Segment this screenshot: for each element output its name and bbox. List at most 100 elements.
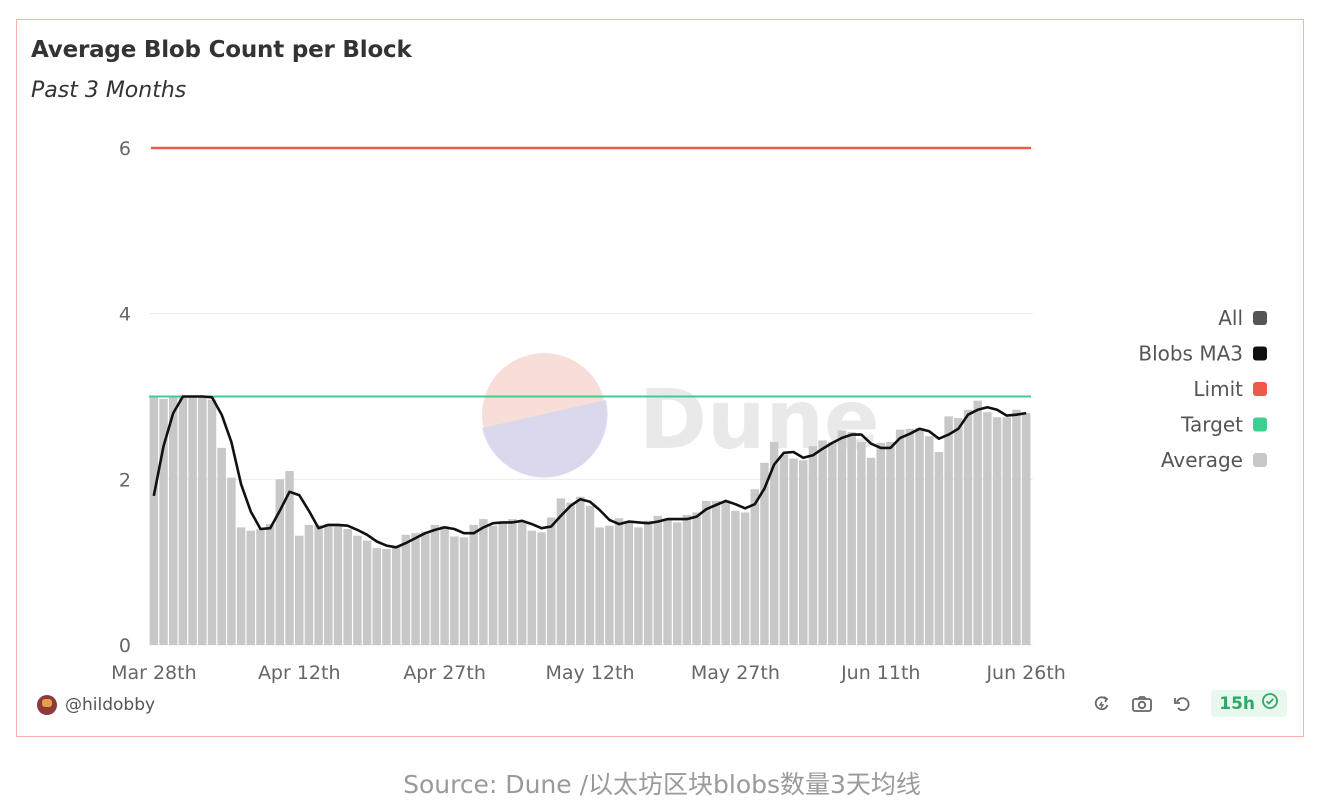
chart-subtitle: Past 3 Months [31,78,187,103]
average-bar [517,522,527,645]
average-bar [740,512,750,645]
average-bar [576,496,585,645]
average-bar [304,524,314,645]
legend-swatch [1253,453,1267,467]
y-tick-label: 6 [119,138,131,160]
legend-swatch [1253,346,1267,361]
x-tick-label: Apr 27th [403,662,486,684]
average-bar [702,500,711,645]
legend-label: Blobs MA3 [1138,342,1243,366]
legend-entry[interactable]: Blobs MA3 [1138,342,1267,366]
average-bar [537,532,546,645]
average-bar [750,489,760,645]
x-tick-label: May 12th [546,662,635,684]
average-bar [391,545,401,645]
average-bar [663,519,672,645]
average-bar [983,412,992,645]
legend-entry[interactable]: All [1218,306,1267,330]
average-bar [566,502,575,645]
refresh-time-badge[interactable]: 15h [1211,690,1287,717]
average-bar [944,416,953,645]
legend-entry[interactable]: Limit [1193,377,1267,401]
average-bar [779,454,789,645]
average-bar [149,396,159,645]
average-bar [498,521,508,645]
chart-card: Average Blob Count per Block Past 3 Mont… [16,19,1304,737]
undo-icon[interactable] [1171,693,1193,715]
average-bar [798,460,808,645]
average-bar [905,428,915,645]
x-tick-label: Mar 28th [111,662,197,684]
average-bar [430,524,440,645]
average-bar [954,418,963,645]
author-link[interactable]: @hildobby [37,695,155,715]
average-bar [828,442,837,645]
average-bar [643,520,653,645]
average-bar [653,515,663,645]
average-bar [372,548,382,645]
average-bar [450,536,459,645]
average-bar [1002,417,1012,645]
average-bar [605,525,614,645]
average-bar [1012,409,1021,645]
x-tick-label: May 27th [691,662,780,684]
y-tick-label: 0 [119,635,131,657]
source-caption: Source: Dune /以太坊区块blobs数量3天均线 [403,770,921,799]
average-bar [672,522,682,645]
refresh-data-icon[interactable] [1091,693,1113,715]
legend-label: All [1218,306,1243,330]
average-bar [556,498,566,645]
average-bar [401,534,411,645]
average-bar [595,527,604,645]
average-bar [992,417,1002,645]
average-bar [857,442,866,645]
average-bar [1021,413,1031,645]
legend-entry[interactable]: Target [1180,413,1267,437]
average-bar [934,451,944,645]
average-bar [265,524,275,645]
average-bar [294,535,304,645]
average-bar [314,524,323,645]
average-bar [682,514,692,645]
average-bar [488,525,498,645]
author-username: @hildobby [65,695,156,715]
average-bar [634,527,643,645]
blobs-ma3-line [152,395,1027,549]
x-tick-label: Apr 12th [258,662,341,684]
y-tick-label: 4 [119,304,131,326]
average-bar [721,501,730,645]
average-bar [886,442,895,645]
average-bar [789,458,798,645]
legend-entry[interactable]: Average [1161,448,1267,472]
average-bar [837,430,847,645]
average-bar [198,396,207,645]
average-bar [760,462,769,645]
average-bar [411,533,420,645]
x-tick-label: Jun 26th [985,662,1065,684]
average-bar [246,530,256,645]
average-bar [731,510,740,645]
average-bar [469,524,478,645]
legend-swatch [1253,382,1267,396]
average-bar [207,399,217,645]
average-bar [343,529,352,645]
average-bar [168,396,178,645]
x-tick-label: Jun 11th [840,662,920,684]
average-bar [275,479,285,645]
average-bar [178,396,188,645]
average-bar [479,519,488,645]
camera-icon[interactable] [1131,693,1153,715]
chart-legend: All Blobs MA3 Limit Target Average [1138,306,1267,472]
legend-label: Limit [1193,377,1243,401]
average-bar [818,440,827,645]
y-tick-label: 2 [119,469,131,491]
average-bar [876,442,886,645]
average-bar [614,518,624,645]
average-bar [159,398,168,645]
average-bar [895,429,905,645]
average-bar [527,530,537,645]
average-bar [188,396,197,645]
average-bar [285,471,294,645]
legend-swatch [1253,417,1267,432]
